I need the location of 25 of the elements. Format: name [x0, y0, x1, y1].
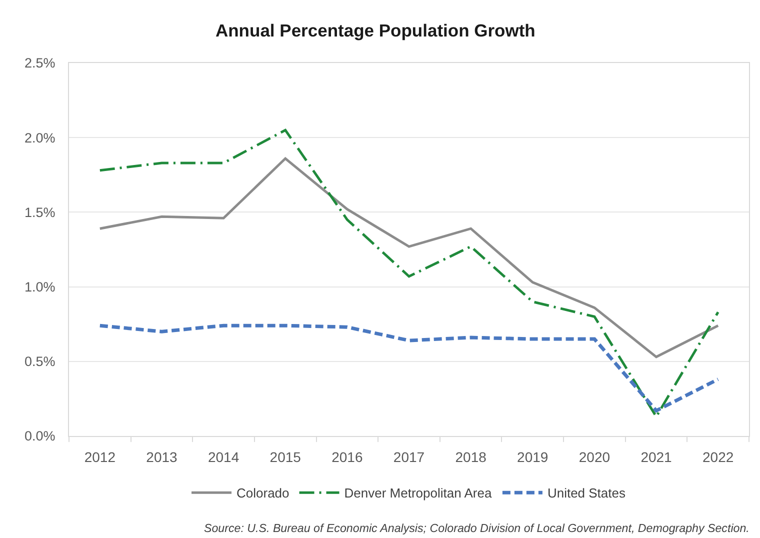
legend-label: United States: [547, 486, 626, 501]
legend-label: Denver Metropolitan Area: [344, 486, 492, 501]
x-tick-label: 2022: [702, 448, 734, 465]
y-tick-label: 0.0%: [24, 428, 56, 444]
y-tick-label: 2.5%: [24, 56, 56, 71]
legend-label: Colorado: [236, 486, 290, 501]
x-tick-label: 2014: [208, 448, 240, 465]
y-tick-label: 1.0%: [24, 280, 56, 295]
x-tick-label: 2018: [455, 448, 487, 465]
x-tick-label: 2013: [146, 448, 178, 465]
line-series: [98, 128, 720, 418]
x-tick-label: 2021: [640, 448, 672, 465]
line-series: [98, 324, 720, 412]
x-tick-label: 2019: [517, 448, 548, 465]
line-series: [98, 157, 720, 358]
y-tick-label: 0.5%: [24, 354, 56, 370]
x-tick-label: 2012: [84, 448, 116, 465]
x-tick-label: 2016: [332, 448, 363, 465]
x-tick-label: 2017: [393, 448, 425, 465]
x-tick-label: 2015: [270, 448, 302, 465]
source-note: Source: U.S. Bureau of Economic Analysis; Colorado Division of Local Government, Demography Section.: [204, 522, 750, 535]
y-tick-label: 1.5%: [24, 204, 56, 220]
y-tick-label: 2.0%: [24, 130, 56, 146]
x-tick-label: 2020: [578, 448, 610, 465]
chart-title: Annual Percentage Population Growth: [215, 20, 536, 40]
